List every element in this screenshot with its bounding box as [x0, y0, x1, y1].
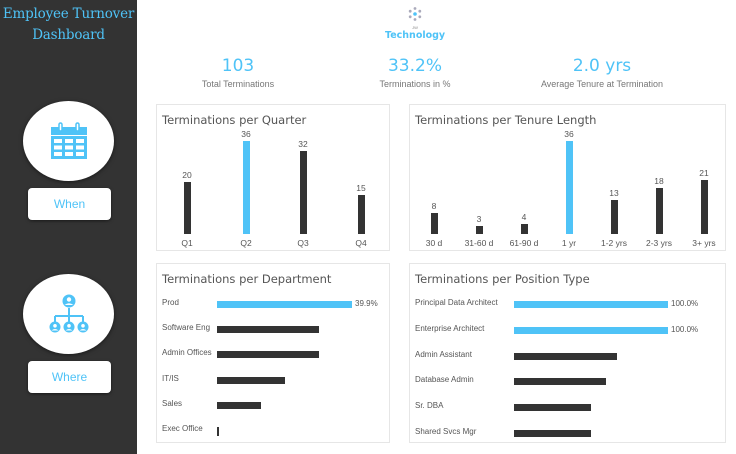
kpi-termination-rate: 33.2% Terminations in % [315, 55, 515, 91]
bar-q3[interactable] [299, 151, 307, 234]
kpi-label: Average Tenure at Termination [540, 79, 664, 89]
bar-admin-offices[interactable] [217, 351, 319, 359]
bar-admin-assistant[interactable] [514, 352, 617, 360]
category-label: Q3 [297, 238, 309, 248]
bar-exec-office[interactable] [217, 427, 219, 436]
calendar-icon [50, 122, 87, 159]
bar-value-label: 32 [298, 139, 308, 150]
category-label: 1 yr [561, 238, 577, 248]
kpi-value: 103 [221, 56, 255, 76]
category-label: 2-3 yrs [646, 238, 672, 248]
category-label: 61-90 d [509, 238, 539, 248]
bar-value-label: 21 [699, 167, 709, 178]
bar-software-eng[interactable] [217, 326, 319, 334]
bar-q2[interactable] [242, 141, 250, 234]
kpi-average-tenure: 2.0 yrs Average Tenure at Termination [502, 55, 702, 91]
when-nav-icon-button[interactable] [23, 101, 114, 181]
bar-value-label: 4 [521, 211, 527, 222]
bar-it-is[interactable] [217, 376, 285, 384]
where-nav-icon-button[interactable] [23, 274, 114, 354]
logo-name: Technology [385, 30, 446, 41]
bar-30-d[interactable] [430, 213, 438, 234]
category-label: Q4 [355, 238, 367, 248]
bar-1-2-yrs[interactable] [610, 200, 618, 234]
category-label: 30 d [425, 238, 443, 248]
company-logo: JW Technology [385, 6, 445, 41]
bar-q1[interactable] [183, 182, 191, 234]
panel-title: Terminations per Quarter [162, 113, 307, 127]
category-label: 3+ yrs [692, 238, 716, 248]
bar-value-label: 3 [476, 214, 482, 225]
category-label: Database Admin [415, 375, 474, 385]
bar-value-label: 36 [564, 129, 574, 139]
bar-value-label: 8 [431, 201, 437, 212]
category-label: Q1 [181, 238, 193, 248]
bar-sr-dba[interactable] [514, 404, 591, 412]
kpi-label: Total Terminations [201, 79, 275, 89]
position-chart-panel: Terminations per Position Type Principal… [409, 263, 726, 443]
kpi-label: Terminations in % [379, 79, 451, 89]
bar-value-label: 39.9% [355, 299, 378, 308]
bar-value-label: 100.0% [671, 299, 699, 308]
category-label: Sr. DBA [415, 401, 444, 411]
kpi-value: 33.2% [387, 56, 442, 76]
bar-value-label: 100.0% [671, 324, 699, 334]
when-button[interactable]: When [28, 188, 111, 220]
category-label: Enterprise Architect [415, 323, 485, 333]
bar-value-label: 36 [241, 129, 251, 139]
bar-prod[interactable] [217, 301, 352, 308]
bar-enterprise-architect[interactable] [514, 326, 668, 334]
title-line-2: Dashboard [32, 27, 105, 43]
bar-3-yrs[interactable] [700, 179, 708, 234]
bar-sales[interactable] [217, 401, 261, 409]
title-line-1: Employee Turnover [2, 6, 135, 22]
bar-database-admin[interactable] [514, 378, 607, 386]
logo-dots-icon [408, 7, 422, 21]
sidebar: Employee Turnover Dashboard When [0, 0, 137, 454]
logo-small-text: JW [412, 25, 418, 30]
category-label: Sales [162, 398, 183, 408]
bar-value-label: 13 [609, 188, 619, 199]
department-chart-panel: Terminations per Department Prod 39.9% Sof… [156, 263, 390, 443]
bar-principal-data-architect[interactable] [514, 301, 668, 308]
category-label: 1-2 yrs [601, 238, 627, 248]
kpi-value: 2.0 yrs [572, 56, 632, 76]
category-label: IT/IS [162, 373, 179, 383]
category-label: Shared Svcs Mgr [415, 427, 477, 436]
quarter-chart-panel: Terminations per Quarter 20 Q1 36 Q2 32 Q3 15 Q… [156, 104, 390, 251]
kpi-total-terminations: 103 Total Terminations [138, 55, 338, 91]
dashboard-title: Employee Turnover Dashboard [0, 4, 137, 46]
bar-value-label: 15 [356, 183, 366, 194]
org-chart-icon [49, 294, 88, 333]
where-button[interactable]: Where [28, 361, 111, 393]
panel-title: Terminations per Position Type [415, 272, 590, 286]
category-label: Software Eng [162, 323, 211, 333]
tenure-chart-panel: Terminations per Tenure Length 8 30 d 3 31-… [409, 104, 726, 251]
bar-shared-svcs-mgr[interactable] [514, 430, 591, 437]
bar-2-3-yrs[interactable] [655, 187, 663, 234]
bar-1-yr[interactable] [565, 141, 573, 234]
panel-title: Terminations per Department [162, 272, 332, 286]
category-label: Admin Assistant [415, 349, 472, 359]
bar-61-90-d[interactable] [520, 223, 528, 234]
category-label: Prod [162, 298, 179, 307]
category-label: Principal Data Architect [415, 298, 498, 307]
bar-31-60-d[interactable] [475, 226, 483, 234]
category-label: Q2 [240, 238, 252, 248]
bar-value-label: 18 [654, 175, 664, 186]
bar-value-label: 20 [182, 170, 192, 181]
category-label: 31-60 d [464, 238, 494, 248]
bar-q4[interactable] [357, 195, 365, 234]
category-label: Exec Office [162, 424, 203, 433]
panel-title: Terminations per Tenure Length [415, 113, 597, 127]
category-label: Admin Offices [162, 348, 212, 358]
